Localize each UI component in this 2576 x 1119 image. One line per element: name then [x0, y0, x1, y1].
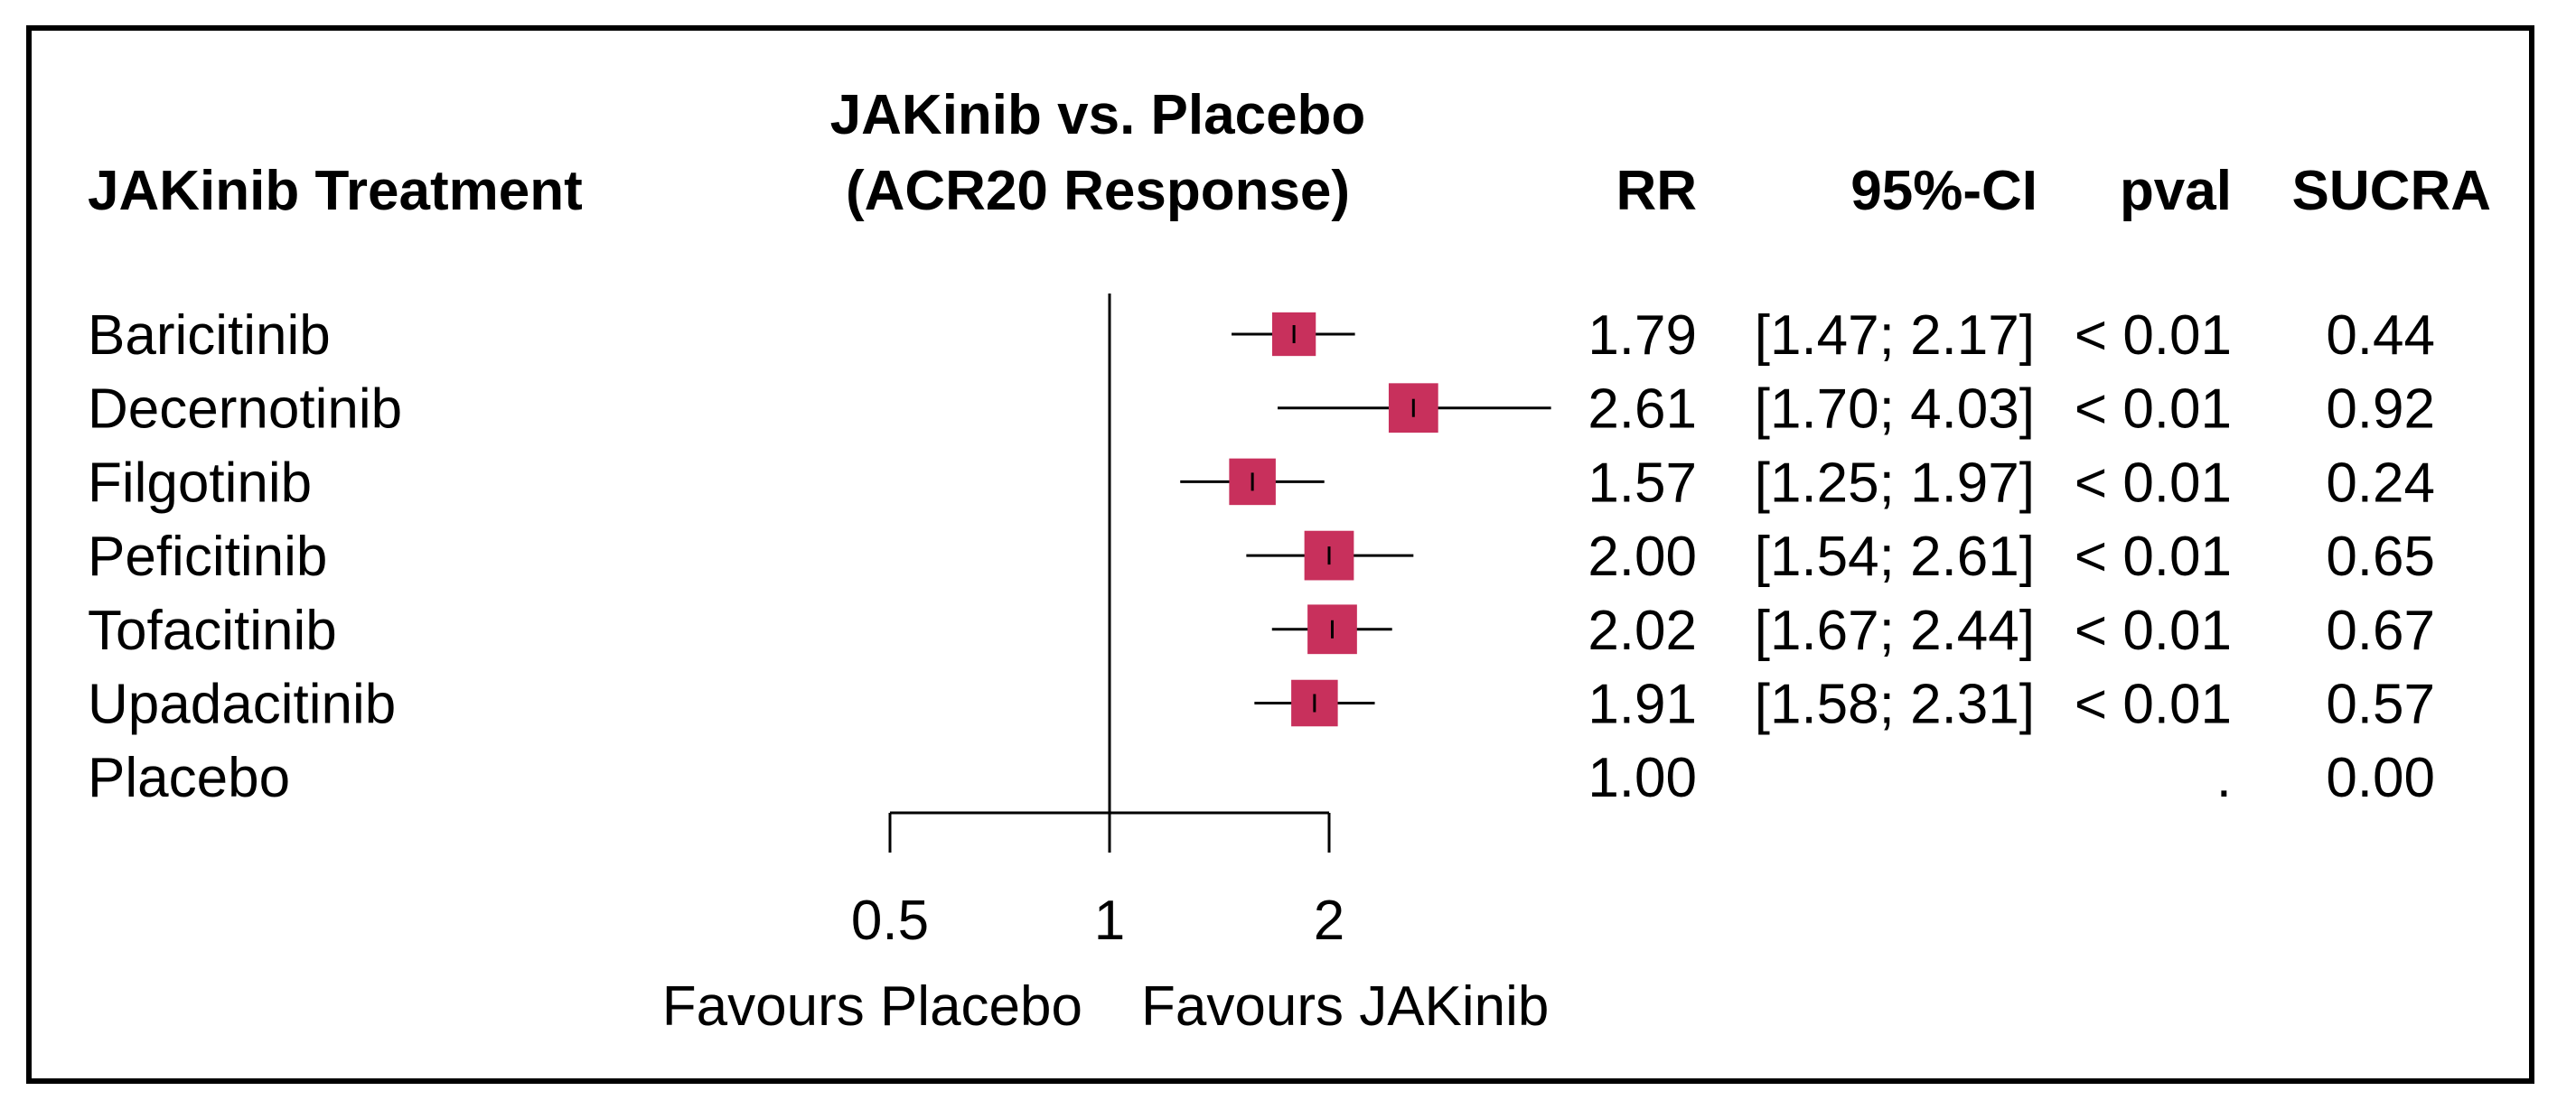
sucra-value: 0.65 [2326, 526, 2435, 588]
pval-value: < 0.01 [2075, 600, 2232, 662]
ci-value: [1.47; 2.17] [1755, 304, 2035, 367]
pval-value: < 0.01 [2075, 304, 2232, 367]
pval-value: < 0.01 [2075, 452, 2232, 514]
pval-value: < 0.01 [2075, 378, 2232, 441]
sucra-value: 0.24 [2326, 452, 2435, 514]
pval-value: . [2216, 747, 2232, 809]
treatment-label: Upadacitinib [88, 674, 396, 736]
pval-value: < 0.01 [2075, 674, 2232, 736]
treatment-label: Tofacitinib [88, 600, 337, 662]
table-row: Decernotinib 2.61 [1.70; 4.03] < 0.01 0.92 [88, 378, 2435, 441]
ci-value: [1.67; 2.44] [1755, 600, 2035, 662]
pval-value: < 0.01 [2075, 526, 2232, 588]
rr-value: 2.61 [1588, 378, 1697, 441]
rr-value: 2.00 [1588, 526, 1697, 588]
sucra-value: 0.57 [2326, 674, 2435, 736]
ci-value: [1.54; 2.61] [1755, 526, 2035, 588]
header-pval: pval [2120, 160, 2232, 222]
x-tick-label: 1 [1094, 890, 1125, 952]
ci-value: [1.70; 4.03] [1755, 378, 2035, 441]
treatment-label: Baricitinib [88, 304, 331, 367]
treatment-label: Decernotinib [88, 378, 402, 441]
sucra-value: 0.44 [2326, 304, 2435, 367]
plot-title-line1: JAKinib vs. Placebo [830, 84, 1366, 146]
forest-rows: Baricitinib 1.79 [1.47; 2.17] < 0.01 0.44 Dec… [88, 294, 2435, 849]
x-tick-label: 2 [1314, 890, 1344, 952]
ci-value: [1.25; 1.97] [1755, 452, 2035, 514]
header-sucra: SUCRA [2292, 160, 2491, 222]
table-row: Filgotinib 1.57 [1.25; 1.97] < 0.01 0.24 [88, 452, 2435, 514]
favours-left-label: Favours Placebo [662, 975, 1082, 1038]
table-row: Baricitinib 1.79 [1.47; 2.17] < 0.01 0.44 [88, 304, 2435, 367]
sucra-value: 0.00 [2326, 747, 2435, 809]
table-row: Peficitinib 2.00 [1.54; 2.61] < 0.01 0.65 [88, 526, 2435, 588]
table-row: Upadacitinib 1.91 [1.58; 2.31] < 0.01 0.57 [88, 674, 2435, 736]
rr-value: 1.57 [1588, 452, 1697, 514]
treatment-label: Placebo [88, 747, 290, 809]
header-treatment: JAKinib Treatment [88, 160, 583, 222]
treatment-label: Peficitinib [88, 526, 327, 588]
header-rr: RR [1616, 160, 1697, 222]
sucra-value: 0.92 [2326, 378, 2435, 441]
x-axis: 0.5 1 2 [851, 811, 1344, 952]
header-ci: 95%-CI [1850, 160, 2037, 222]
sucra-value: 0.67 [2326, 600, 2435, 662]
ci-value: [1.58; 2.31] [1755, 674, 2035, 736]
treatment-label: Filgotinib [88, 452, 312, 514]
rr-value: 1.91 [1588, 674, 1697, 736]
rr-value: 1.00 [1588, 747, 1697, 809]
rr-value: 2.02 [1588, 600, 1697, 662]
rr-value: 1.79 [1588, 304, 1697, 367]
plot-title-line2: (ACR20 Response) [846, 160, 1350, 222]
table-row: Placebo 1.00. 0.00 [88, 747, 2435, 809]
x-tick-label: 0.5 [851, 890, 929, 952]
table-row: Tofacitinib 2.02 [1.67; 2.44] < 0.01 0.67 [88, 600, 2435, 662]
favours-right-label: Favours JAKinib [1141, 975, 1549, 1038]
